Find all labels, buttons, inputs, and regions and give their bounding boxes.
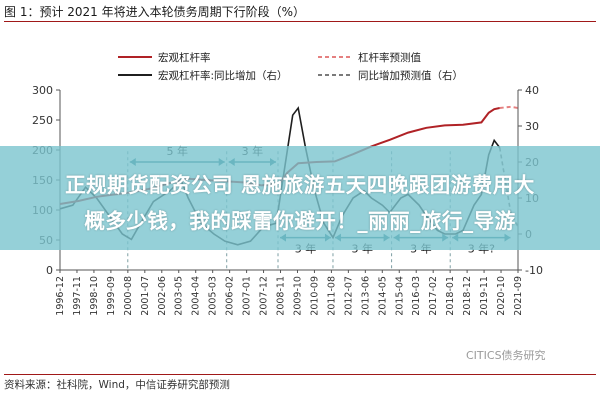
x-tick-label: 2011-08	[326, 276, 337, 316]
x-tick-label: 1996-12	[55, 276, 66, 316]
x-tick-label: 2005-03	[208, 276, 219, 316]
source-note: 资料来源：社科院，Wind，中信证券研究部预测	[4, 374, 596, 395]
x-tick-label: 2001-07	[140, 276, 151, 316]
x-tick-label: 2018-01	[445, 276, 456, 316]
y-right-tick-label: -10	[525, 264, 543, 277]
x-tick-label: 2019-11	[479, 276, 490, 316]
x-tick-label: 1997-11	[72, 276, 83, 316]
x-tick-label: 2018-12	[462, 276, 473, 316]
legend-label: 宏观杠杆率	[158, 51, 211, 64]
legend-label: 同比增加预测值（右）	[358, 69, 463, 82]
y-right-tick-label: 30	[525, 120, 539, 133]
x-tick-label: 1998-10	[89, 276, 100, 316]
x-tick-label: 2015-04	[394, 276, 405, 316]
x-tick-label: 1999-09	[106, 276, 117, 316]
watermark-text: CITICS债务研究	[466, 349, 546, 362]
y-right-tick-label: 40	[525, 84, 539, 97]
y-left-tick-label: 0	[46, 264, 53, 277]
overlay-banner	[0, 146, 600, 250]
x-tick-label: 2007-01	[242, 276, 253, 316]
legend-item-leverage: 宏观杠杆率	[118, 51, 211, 64]
x-tick-label: 2000-08	[123, 276, 134, 316]
x-tick-label: 2020-10	[496, 276, 507, 316]
x-tick-label: 2014-05	[377, 276, 388, 316]
x-tick-label: 2003-05	[174, 276, 185, 316]
x-tick-label: 2006-02	[225, 276, 236, 316]
x-tick-label: 2013-06	[360, 276, 371, 316]
legend-item-yoy_forecast: 同比增加预测值（右）	[318, 69, 463, 82]
legend-item-yoy: 宏观杠杆率:同比增加（右）	[118, 69, 288, 82]
x-tick-label: 2004-04	[191, 276, 202, 316]
x-tick-label: 2002-06	[157, 276, 168, 316]
x-tick-label: 2010-09	[309, 276, 320, 316]
overlay-text-line2: 概多少钱，我的踩雷你避开！_丽丽_旅行_导游	[84, 209, 516, 233]
figure-title: 图 1：预计 2021 年将进入本轮债务周期下行阶段（%）	[4, 3, 596, 22]
legend-label: 宏观杠杆率:同比增加（右）	[158, 69, 288, 82]
series-line-leverage-forecast	[499, 105, 519, 109]
x-tick-label: 2021-09	[513, 276, 524, 316]
x-tick-label: 2009-10	[292, 276, 303, 316]
legend-label: 杠杆率预测值	[358, 51, 421, 64]
y-left-tick-label: 250	[32, 114, 53, 127]
legend-item-leverage_forecast: 杠杆率预测值	[318, 51, 421, 64]
x-tick-label: 2016-03	[411, 276, 422, 316]
x-tick-label: 2012-07	[343, 276, 354, 316]
x-tick-label: 2017-02	[428, 276, 439, 316]
x-tick-label: 2008-11	[276, 276, 287, 316]
overlay-text-line1: 正规期货配资公司 恩施旅游五天四晚跟团游费用大	[65, 173, 535, 197]
x-tick-label: 2007-12	[259, 276, 270, 316]
y-left-tick-label: 300	[32, 84, 53, 97]
